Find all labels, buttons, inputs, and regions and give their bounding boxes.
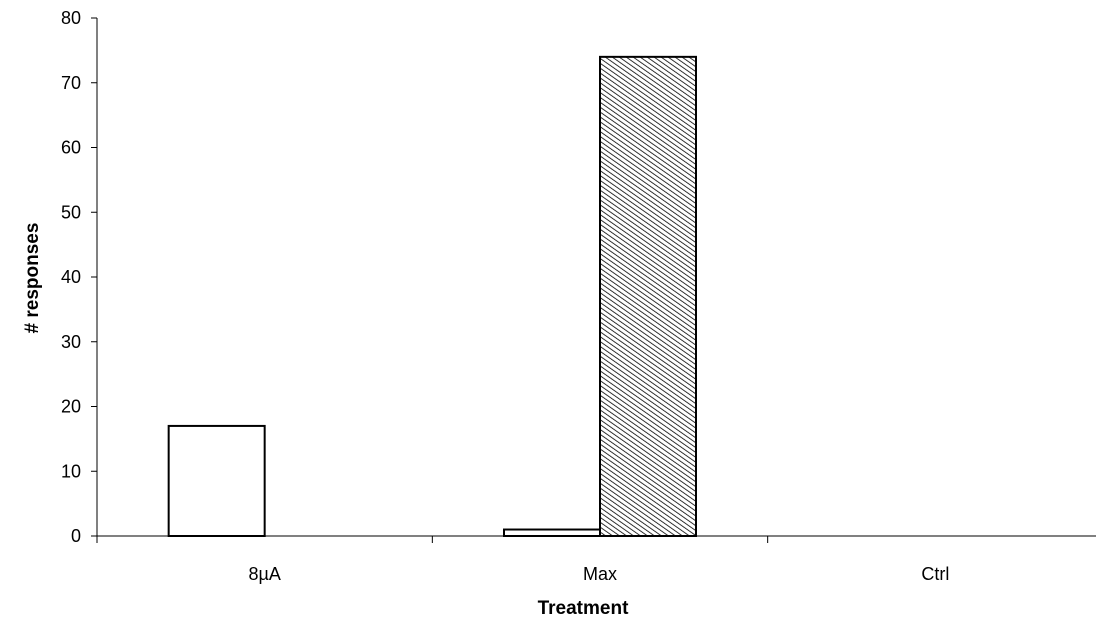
bars-layer — [167, 55, 697, 538]
axes-layer — [91, 17, 1096, 543]
y-tick-label: 60 — [61, 138, 81, 158]
y-tick-label: 70 — [61, 73, 81, 93]
x-tick-label: 8µA — [248, 564, 280, 584]
x-axis-title: Treatment — [538, 598, 629, 619]
bar-1-max — [503, 528, 601, 538]
bar-2-max — [599, 55, 697, 537]
y-tick-label: 40 — [61, 267, 81, 287]
y-tick-label: 50 — [61, 202, 81, 222]
y-tick-label: 80 — [61, 8, 81, 28]
y-tick-label: 0 — [71, 526, 81, 546]
y-tick-label: 30 — [61, 332, 81, 352]
labels-layer: # responses Treatment 0 10 20 30 40 50 60 70 80 8… — [22, 8, 949, 619]
y-tick-label: 20 — [61, 397, 81, 417]
y-axis-title: # responses — [22, 223, 43, 334]
y-tick-label: 10 — [61, 461, 81, 481]
x-tick-label: Max — [583, 564, 617, 584]
bar-1-8-a — [167, 424, 266, 537]
x-tick-label: Ctrl — [921, 564, 949, 584]
